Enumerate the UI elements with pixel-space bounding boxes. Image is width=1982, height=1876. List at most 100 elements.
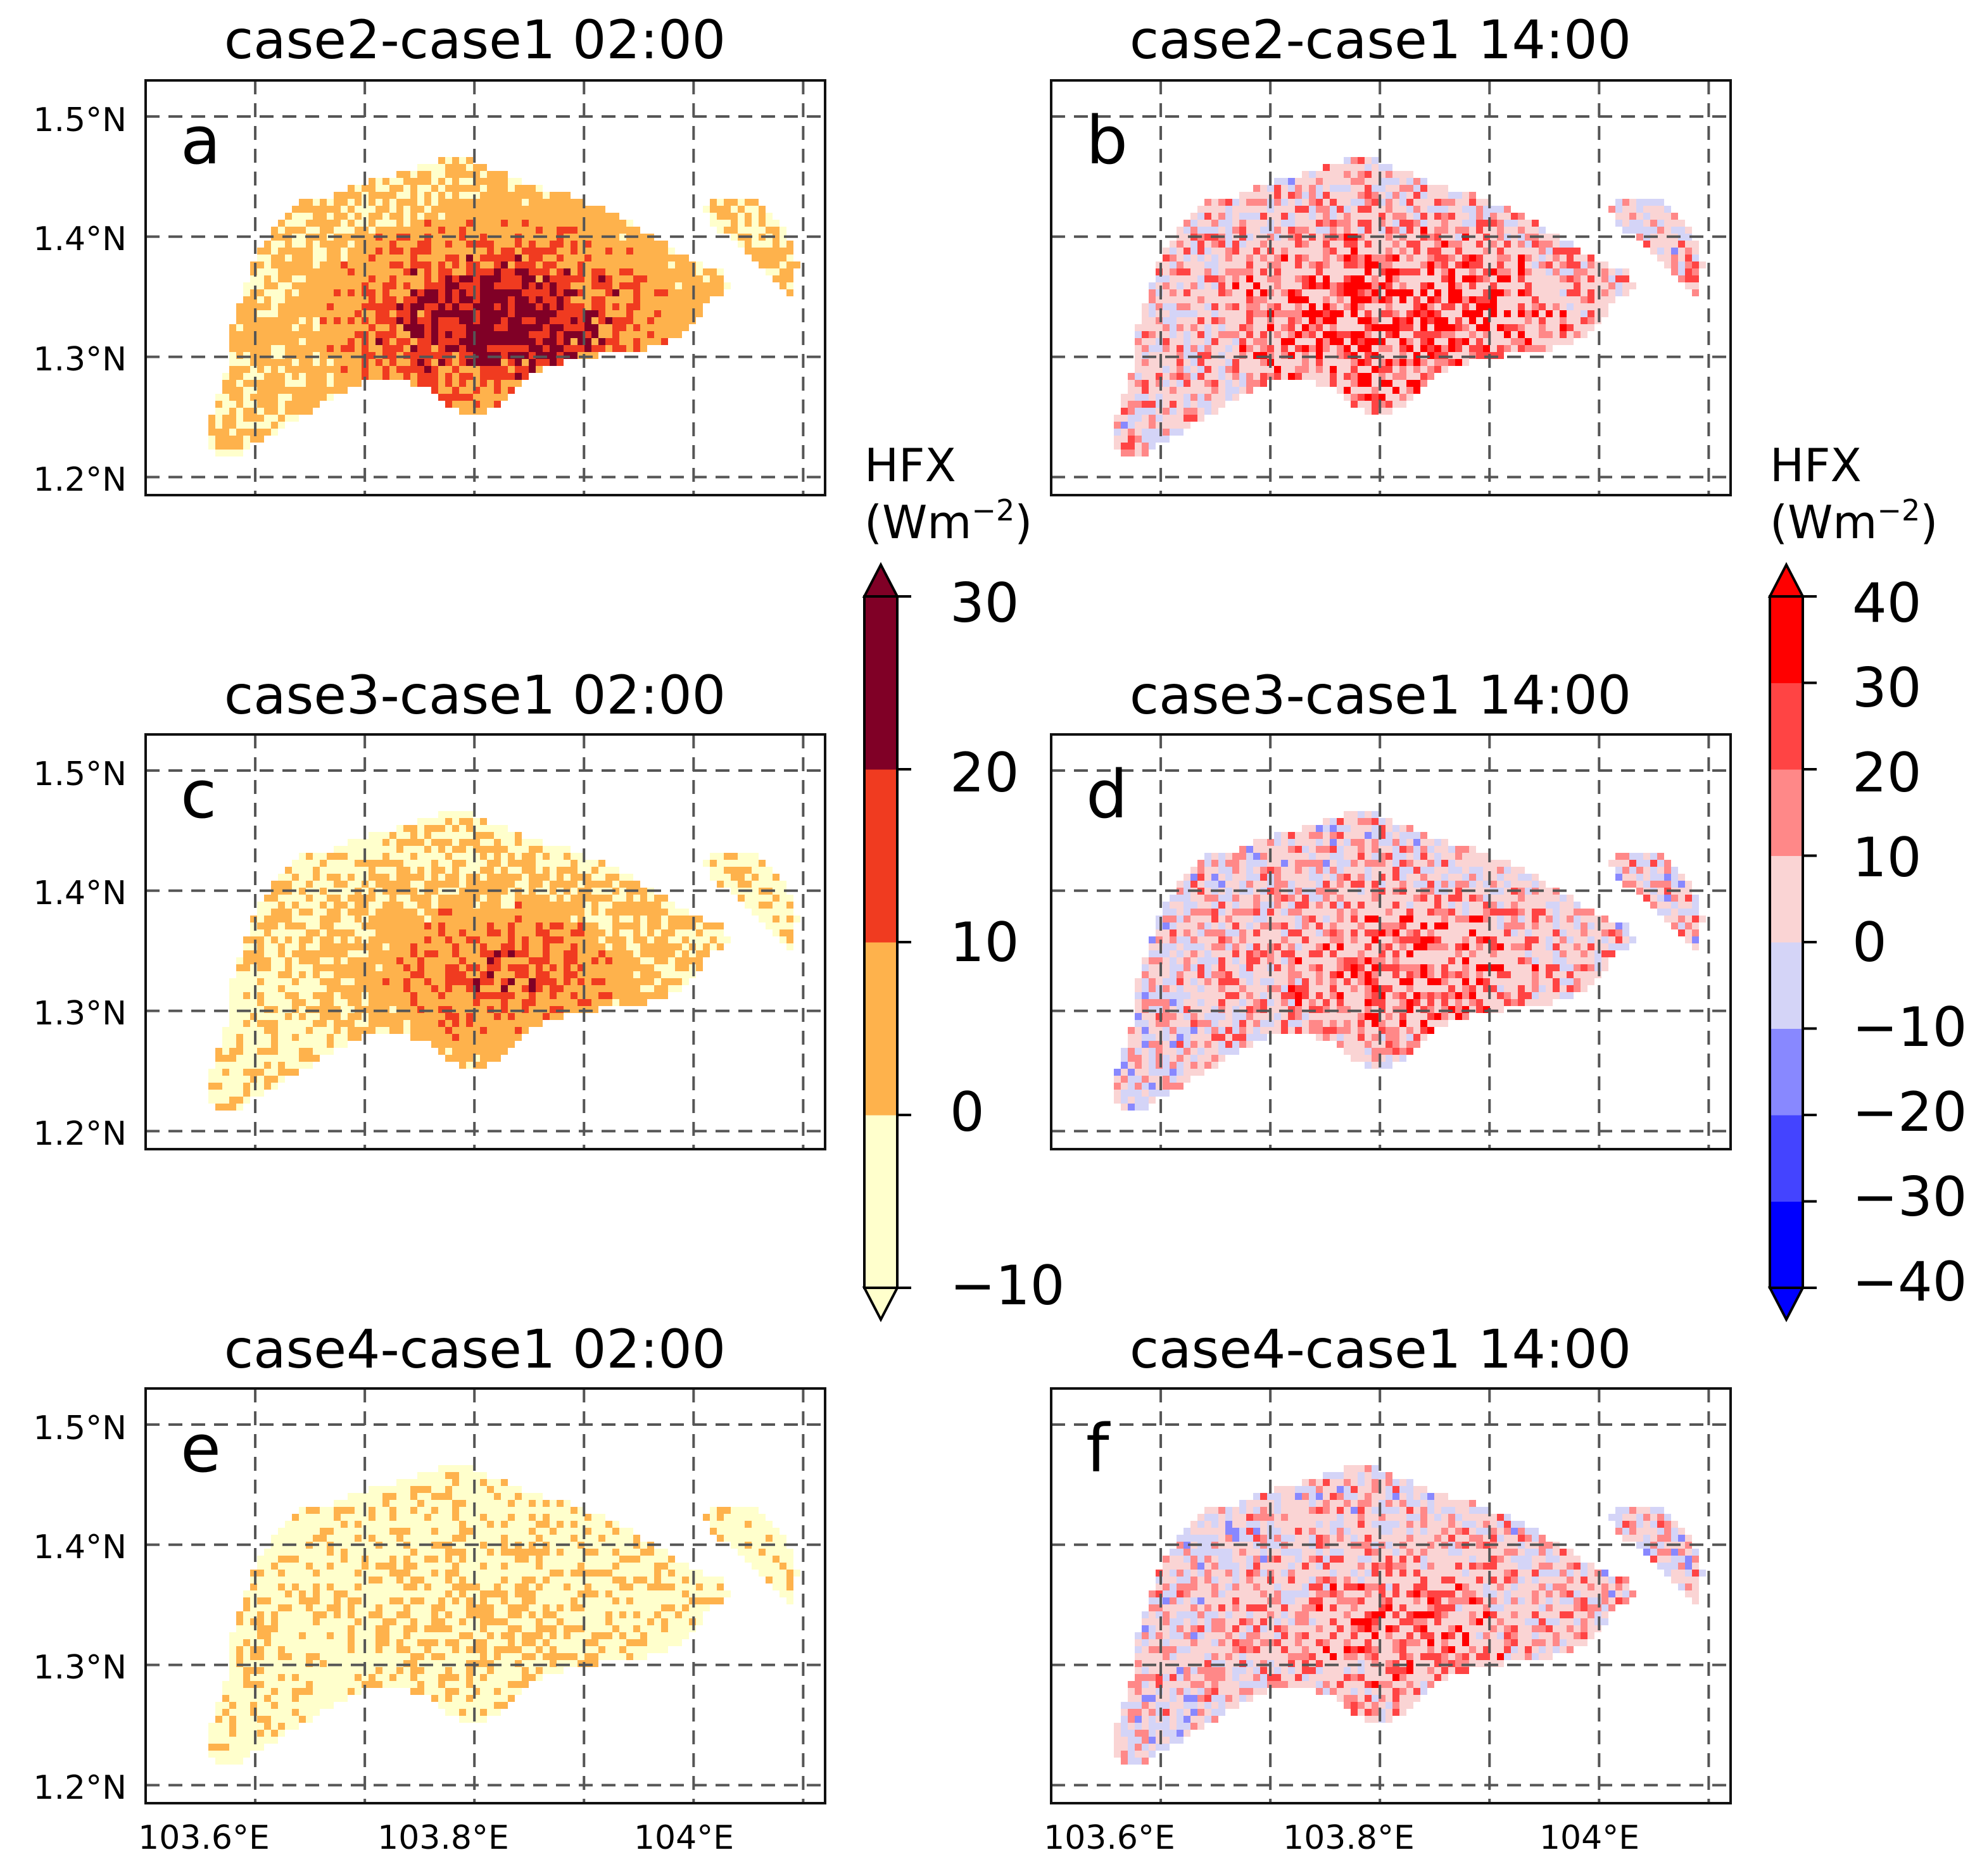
hfx-cell — [278, 387, 285, 394]
hfx-cell — [466, 811, 473, 818]
hfx-cell — [320, 867, 327, 874]
hfx-cell — [459, 345, 466, 352]
hfx-cell — [1135, 450, 1142, 456]
hfx-cell — [780, 234, 786, 241]
hfx-cell — [1469, 296, 1476, 303]
hfx-cell — [633, 241, 640, 248]
hfx-cell — [229, 331, 236, 338]
hfx-cell — [1455, 213, 1462, 220]
hfx-cell — [522, 206, 529, 213]
hfx-cell — [431, 192, 438, 199]
hfx-cell — [550, 895, 557, 902]
hfx-cell — [773, 241, 780, 248]
hfx-cell — [431, 234, 438, 241]
hfx-cell — [1344, 366, 1351, 373]
hfx-cell — [236, 373, 243, 380]
hfx-cell — [578, 220, 584, 227]
hfx-cell — [334, 192, 341, 199]
hfx-cell — [536, 929, 543, 936]
hfx-cell — [682, 261, 689, 268]
hfx-cell — [369, 261, 376, 268]
hfx-cell — [487, 261, 494, 268]
hfx-cell — [487, 241, 494, 248]
hfx-cell — [1476, 199, 1483, 206]
hfx-cell — [675, 317, 682, 324]
hfx-cell — [654, 936, 661, 943]
hfx-cell — [1197, 408, 1204, 415]
hfx-cell — [438, 345, 445, 352]
hfx-cell — [759, 895, 766, 902]
hfx-cell — [341, 950, 348, 957]
hfx-cell — [466, 255, 473, 261]
hfx-cell — [431, 957, 438, 964]
hfx-cell — [466, 331, 473, 338]
hfx-cell — [1455, 275, 1462, 282]
hfx-cell — [731, 227, 738, 234]
hfx-cell — [424, 895, 431, 902]
hfx-cell — [515, 950, 522, 957]
hfx-cell — [320, 853, 327, 860]
hfx-cell — [724, 874, 731, 881]
hfx-cell — [668, 268, 675, 275]
hfx-cell — [410, 867, 417, 874]
hfx-cell — [1253, 275, 1260, 282]
hfx-cell — [1225, 380, 1232, 387]
hfx-cell — [543, 929, 550, 936]
hfx-cell — [1441, 352, 1448, 359]
hfx-cell — [382, 227, 389, 234]
hfx-cell — [605, 275, 612, 282]
hfx-cell — [1497, 352, 1504, 359]
hfx-cell — [1546, 324, 1553, 331]
hfx-cell — [1337, 192, 1344, 199]
hfx-cell — [598, 902, 605, 909]
hfx-cell — [382, 282, 389, 289]
hfx-cell — [605, 902, 612, 909]
hfx-cell — [445, 255, 452, 261]
hfx-cell — [1525, 289, 1532, 296]
hfx-cell — [466, 157, 473, 164]
hfx-cell — [494, 241, 501, 248]
hfx-cell — [591, 282, 598, 289]
hfx-cell — [1441, 199, 1448, 206]
hfx-cell — [1190, 359, 1197, 366]
hfx-cell — [1532, 317, 1539, 324]
hfx-cell — [550, 275, 557, 282]
hfx-cell — [1170, 317, 1177, 324]
hfx-cell — [536, 839, 543, 846]
hfx-cell — [675, 916, 682, 922]
hfx-cell — [369, 888, 376, 895]
hfx-cell — [668, 922, 675, 929]
hfx-cell — [1239, 282, 1246, 289]
hfx-cell — [1365, 324, 1372, 331]
hfx-cell — [299, 282, 306, 289]
hfx-cell — [389, 199, 396, 206]
hfx-cell — [696, 275, 703, 282]
hfx-cell — [431, 171, 438, 178]
hfx-cell — [1274, 352, 1281, 359]
hfx-cell — [431, 373, 438, 380]
hfx-cell — [299, 275, 306, 282]
hfx-cell — [292, 338, 299, 345]
hfx-cell — [633, 275, 640, 282]
hfx-cell — [598, 241, 605, 248]
hfx-cell — [438, 199, 445, 206]
hfx-cell — [508, 289, 515, 296]
hfx-cell — [1232, 255, 1239, 261]
hfx-cell — [438, 950, 445, 957]
hfx-cell — [264, 268, 271, 275]
hfx-cell — [1469, 268, 1476, 275]
hfx-cell — [759, 867, 766, 874]
hfx-cell — [1372, 331, 1379, 338]
hfx-cell — [543, 241, 550, 248]
hfx-cell — [612, 929, 619, 936]
hfx-cell — [1420, 303, 1427, 310]
hfx-cell — [1365, 289, 1372, 296]
hfx-cell — [396, 916, 403, 922]
hfx-cell — [766, 255, 773, 261]
hfx-cell — [236, 352, 243, 359]
hfx-cell — [1358, 394, 1365, 401]
hfx-cell — [619, 909, 626, 916]
hfx-cell — [487, 296, 494, 303]
hfx-cell — [271, 380, 278, 387]
hfx-cell — [1163, 282, 1170, 289]
